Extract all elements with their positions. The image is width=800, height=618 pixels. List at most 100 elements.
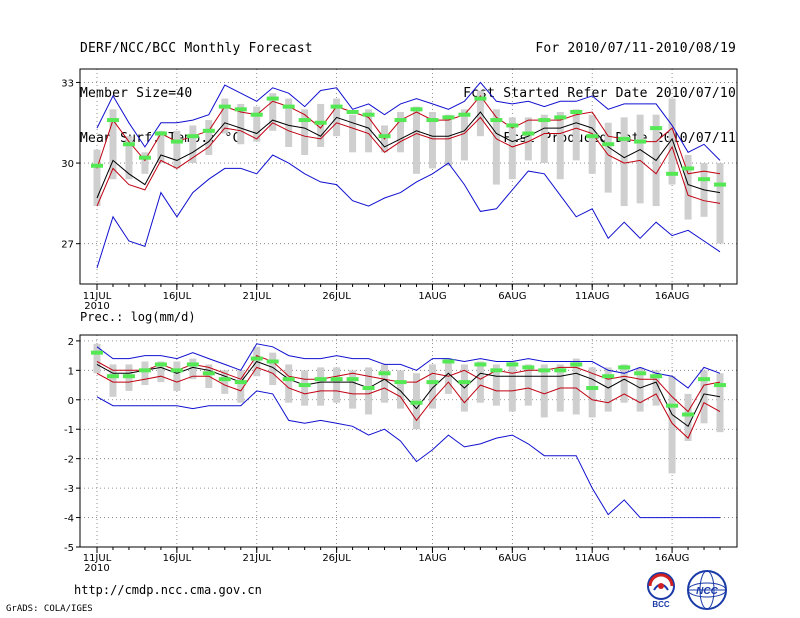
spread-box: [93, 343, 101, 374]
x-tick-label: 21JUL: [242, 291, 271, 302]
spread-box: [620, 364, 628, 403]
median-mark: [186, 134, 199, 139]
median-mark: [282, 104, 295, 109]
upper-line: [96, 354, 721, 413]
y-tick-label: -4: [64, 514, 74, 525]
x-tick-label: 11AUG: [575, 553, 610, 564]
spread-box: [684, 155, 692, 220]
median-mark: [458, 380, 471, 385]
median-mark: [91, 163, 103, 168]
median-mark: [586, 134, 599, 139]
spread-box: [508, 117, 516, 180]
spread-box: [349, 370, 357, 409]
median-mark: [330, 377, 343, 382]
bcc-logo-text: BCC: [652, 600, 670, 609]
median-mark: [506, 123, 519, 128]
spread-box: [572, 109, 580, 161]
x-tick-label: 1AUG: [418, 291, 446, 302]
spread-box: [508, 361, 516, 412]
median-mark: [682, 166, 695, 171]
x-tick-label: 11JUL: [83, 553, 112, 564]
spread-box: [636, 367, 644, 412]
median-mark: [298, 383, 311, 388]
spread-box: [428, 112, 436, 169]
spread-box: [668, 98, 676, 185]
spread-box: [141, 152, 149, 174]
x-tick-sublabel: 2010: [84, 301, 109, 312]
median-mark: [602, 142, 615, 147]
spread-box: [365, 109, 373, 153]
median-mark: [634, 371, 647, 376]
spread-box: [365, 367, 373, 415]
median-mark: [138, 155, 151, 160]
x-tick-sublabel: 2010: [84, 563, 109, 574]
spread-box: [317, 367, 325, 406]
median-mark: [522, 365, 535, 370]
spread-box: [476, 361, 484, 403]
x-tick-label: 26JUL: [322, 553, 351, 564]
spread-box: [333, 367, 341, 403]
median-mark: [362, 386, 375, 390]
max-line: [96, 343, 721, 389]
y-tick-label: 30: [61, 159, 74, 170]
median-mark: [122, 142, 135, 147]
lower-line: [96, 366, 721, 439]
spread-box: [604, 122, 612, 193]
median-mark: [378, 371, 391, 376]
median-mark: [218, 377, 231, 382]
median-mark: [650, 374, 663, 379]
median-mark: [538, 118, 551, 123]
median-mark: [426, 118, 439, 123]
spread-box: [285, 98, 293, 147]
median-mark: [394, 118, 407, 123]
median-mark: [378, 134, 391, 139]
spread-box: [285, 364, 293, 403]
spread-box: [636, 114, 644, 204]
median-mark: [154, 362, 167, 367]
header-start-date: Fcst Started Refer Date 2010/07/10: [463, 86, 736, 101]
spread-box: [588, 114, 596, 174]
header-period: For 2010/07/11-2010/08/19: [535, 41, 736, 56]
median-mark: [330, 104, 343, 109]
spread-box: [141, 361, 149, 386]
spread-box: [173, 361, 181, 391]
x-tick-label: 11AUG: [575, 291, 610, 302]
min-line: [96, 390, 720, 519]
y-tick-label: -3: [64, 484, 74, 495]
ncc-logo-text: NCC: [696, 586, 718, 597]
median-mark: [570, 362, 583, 367]
spread-box: [93, 149, 101, 207]
median-mark: [106, 118, 119, 123]
spread-box: [317, 103, 325, 147]
median-mark: [474, 96, 487, 101]
footer-url[interactable]: http://cmdp.ncc.cma.gov.cn: [74, 583, 262, 597]
spread-box: [221, 98, 229, 134]
y-tick-label: -5: [64, 543, 74, 554]
spread-box: [492, 109, 500, 185]
median-mark: [682, 412, 695, 417]
spread-box: [540, 364, 548, 418]
x-tick-label: 1AUG: [418, 553, 446, 564]
x-tick-label: 21JUL: [242, 553, 271, 564]
spread-box: [221, 370, 229, 394]
mean-line: [96, 111, 721, 199]
median-mark: [602, 374, 615, 379]
median-mark: [314, 120, 327, 125]
median-mark: [442, 359, 455, 364]
plot-frame: [79, 68, 738, 285]
spread-box: [269, 352, 277, 386]
mean-line: [96, 360, 721, 428]
spread-box: [540, 114, 548, 164]
spread-box: [237, 103, 245, 145]
median-mark: [154, 131, 167, 136]
median-mark: [426, 380, 439, 385]
spread-box: [428, 364, 436, 409]
median-mark: [202, 371, 215, 376]
median-mark: [170, 139, 183, 144]
spread-box: [556, 112, 564, 180]
header-title: DERF/NCC/BCC Monthly Forecast: [80, 41, 313, 56]
spread-box: [572, 358, 580, 415]
x-tick-label: 26JUL: [322, 291, 351, 302]
